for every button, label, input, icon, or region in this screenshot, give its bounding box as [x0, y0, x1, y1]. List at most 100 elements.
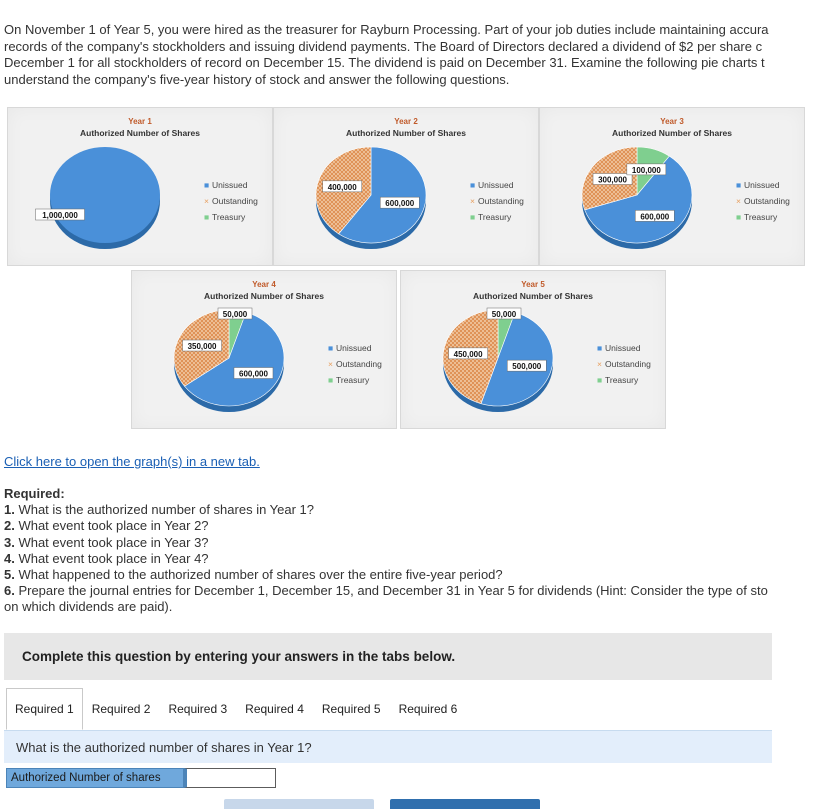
intro-line: records of the company's stockholders an… [4, 38, 763, 54]
tab-required-5[interactable]: Required 5 [321, 702, 381, 716]
chart-year-1: Year 1 Authorized Number of Shares 1,000,0… [7, 107, 273, 266]
legend-marker: × [204, 196, 209, 206]
required-question: 1. What is the authorized number of shar… [4, 502, 315, 518]
legend-label-outstanding: Outstanding [478, 196, 524, 206]
legend-marker: × [597, 359, 602, 369]
value-label: 100,000 [632, 166, 661, 175]
legend-marker: ■ [736, 212, 741, 222]
legend-marker: ■ [204, 180, 209, 190]
prev-button[interactable] [224, 799, 374, 809]
chart-year-2: Year 2 Authorized Number of Shares 600,000… [273, 107, 539, 266]
value-label-box [182, 339, 222, 352]
chart-subtitle: Authorized Number of Shares [346, 128, 466, 138]
answer-label: Authorized Number of shares [6, 768, 184, 788]
open-graph-link[interactable]: Click here to open the graph(s) in a new… [4, 454, 260, 469]
legend-label-outstanding: Outstanding [212, 196, 258, 206]
pie-chart-year-4: Year 4 Authorized Number of Shares 600,000… [173, 280, 382, 412]
question-bar: What is the authorized number of shares … [4, 730, 772, 763]
chart-subtitle: Authorized Number of Shares [612, 128, 732, 138]
chart-year-3: Year 3 Authorized Number of Shares 600,000… [539, 107, 805, 266]
value-label: 600,000 [385, 199, 414, 208]
value-label: 600,000 [239, 370, 268, 379]
value-label-box [217, 307, 253, 320]
authorized-shares-input[interactable] [184, 768, 276, 788]
legend-label-treasury: Treasury [478, 212, 512, 222]
value-label: 500,000 [512, 362, 541, 371]
required-heading: Required: [4, 486, 65, 501]
chart-title: Year 1 [128, 117, 152, 126]
required-question: 4. What event took place in Year 4? [4, 550, 209, 566]
tab-required-2[interactable]: Required 2 [91, 702, 151, 716]
legend-label-outstanding: Outstanding [336, 359, 382, 369]
tab-required-4[interactable]: Required 4 [245, 702, 304, 716]
chart-title: Year 3 [660, 117, 684, 126]
legend-marker: × [736, 196, 741, 206]
tab-required-6[interactable]: Required 6 [398, 702, 458, 716]
legend-label-treasury: Treasury [605, 375, 639, 385]
value-label: 350,000 [188, 342, 217, 351]
value-label-box [507, 359, 547, 372]
legend-label-unissued: Unissued [605, 343, 641, 353]
legend-marker: ■ [736, 180, 741, 190]
legend-marker: × [470, 196, 475, 206]
chart-subtitle: Authorized Number of Shares [204, 291, 324, 301]
legend-marker: ■ [328, 343, 333, 353]
next-button[interactable] [390, 799, 540, 809]
legend-marker: ■ [597, 343, 602, 353]
pie-chart-year-5: Year 5 Authorized Number of Shares 500,000… [442, 280, 651, 412]
legend-label-unissued: Unissued [478, 180, 514, 190]
value-label: 600,000 [640, 212, 669, 221]
chart-year-5: Year 5 Authorized Number of Shares 500,000… [400, 270, 666, 429]
legend-label-outstanding: Outstanding [605, 359, 651, 369]
legend-label-treasury: Treasury [336, 375, 370, 385]
chart-title: Year 5 [521, 280, 545, 289]
value-label-box [626, 163, 667, 176]
question-prompt: What is the authorized number of shares … [16, 739, 312, 755]
value-label-box [448, 347, 488, 360]
value-label: 300,000 [598, 175, 627, 184]
pie-chart-year-1: Year 1 Authorized Number of Shares 1,000,0… [35, 117, 258, 249]
legend-label-treasury: Treasury [212, 212, 246, 222]
slice-unissued [338, 146, 427, 244]
legend-marker: ■ [597, 375, 602, 385]
tab-required-3[interactable]: Required 3 [168, 702, 228, 716]
slice-unissued [50, 147, 160, 243]
tab-required-1[interactable]: Required 1 [6, 688, 83, 730]
required-continuation: on which dividends are paid). [4, 599, 173, 615]
legend-marker: ■ [470, 212, 475, 222]
answer-row: Authorized Number of shares [6, 768, 276, 788]
legend-label-unissued: Unissued [212, 180, 248, 190]
tab-bar: Required 1 Required 2 Required 3 Require… [6, 688, 466, 730]
value-label-box [635, 210, 675, 222]
legend-label-unissued: Unissued [336, 343, 372, 353]
intro-line: understand the company's five-year histo… [4, 71, 510, 87]
chart-subtitle: Authorized Number of Shares [473, 291, 593, 301]
intro-line: December 1 for all stockholders of recor… [4, 55, 765, 70]
required-question: 2. What event took place in Year 2? [4, 518, 209, 534]
legend-label-treasury: Treasury [744, 212, 778, 222]
legend-marker: ■ [328, 375, 333, 385]
legend-label-unissued: Unissued [744, 180, 780, 190]
slice-unissued [184, 311, 285, 407]
legend-marker: ■ [204, 212, 209, 222]
chart-year-4: Year 4 Authorized Number of Shares 600,000… [131, 270, 397, 429]
value-label-box [592, 173, 633, 185]
intro-line: On November 1 of Year 5, you were hired … [4, 22, 769, 37]
complete-banner: Complete this question by entering your … [4, 633, 772, 680]
required-question: 6. Prepare the journal entries for Decem… [4, 583, 768, 599]
chart-title: Year 4 [252, 280, 276, 289]
chart-title: Year 2 [394, 117, 418, 126]
pie-chart-year-2: Year 2 Authorized Number of Shares 600,000… [315, 117, 524, 249]
slice-unissued [480, 311, 554, 407]
value-label: 50,000 [223, 310, 248, 319]
legend-marker: × [328, 359, 333, 369]
legend-label-outstanding: Outstanding [744, 196, 790, 206]
complete-banner-text: Complete this question by entering your … [22, 649, 456, 664]
required-block: Required: 1. What is the authorized numb… [4, 486, 830, 616]
required-question: 5. What happened to the authorized numbe… [4, 567, 503, 583]
value-label: 50,000 [492, 310, 517, 319]
value-label-box [486, 307, 522, 320]
value-label-box [35, 208, 85, 221]
value-label: 450,000 [454, 350, 483, 359]
value-label-box [233, 367, 274, 379]
